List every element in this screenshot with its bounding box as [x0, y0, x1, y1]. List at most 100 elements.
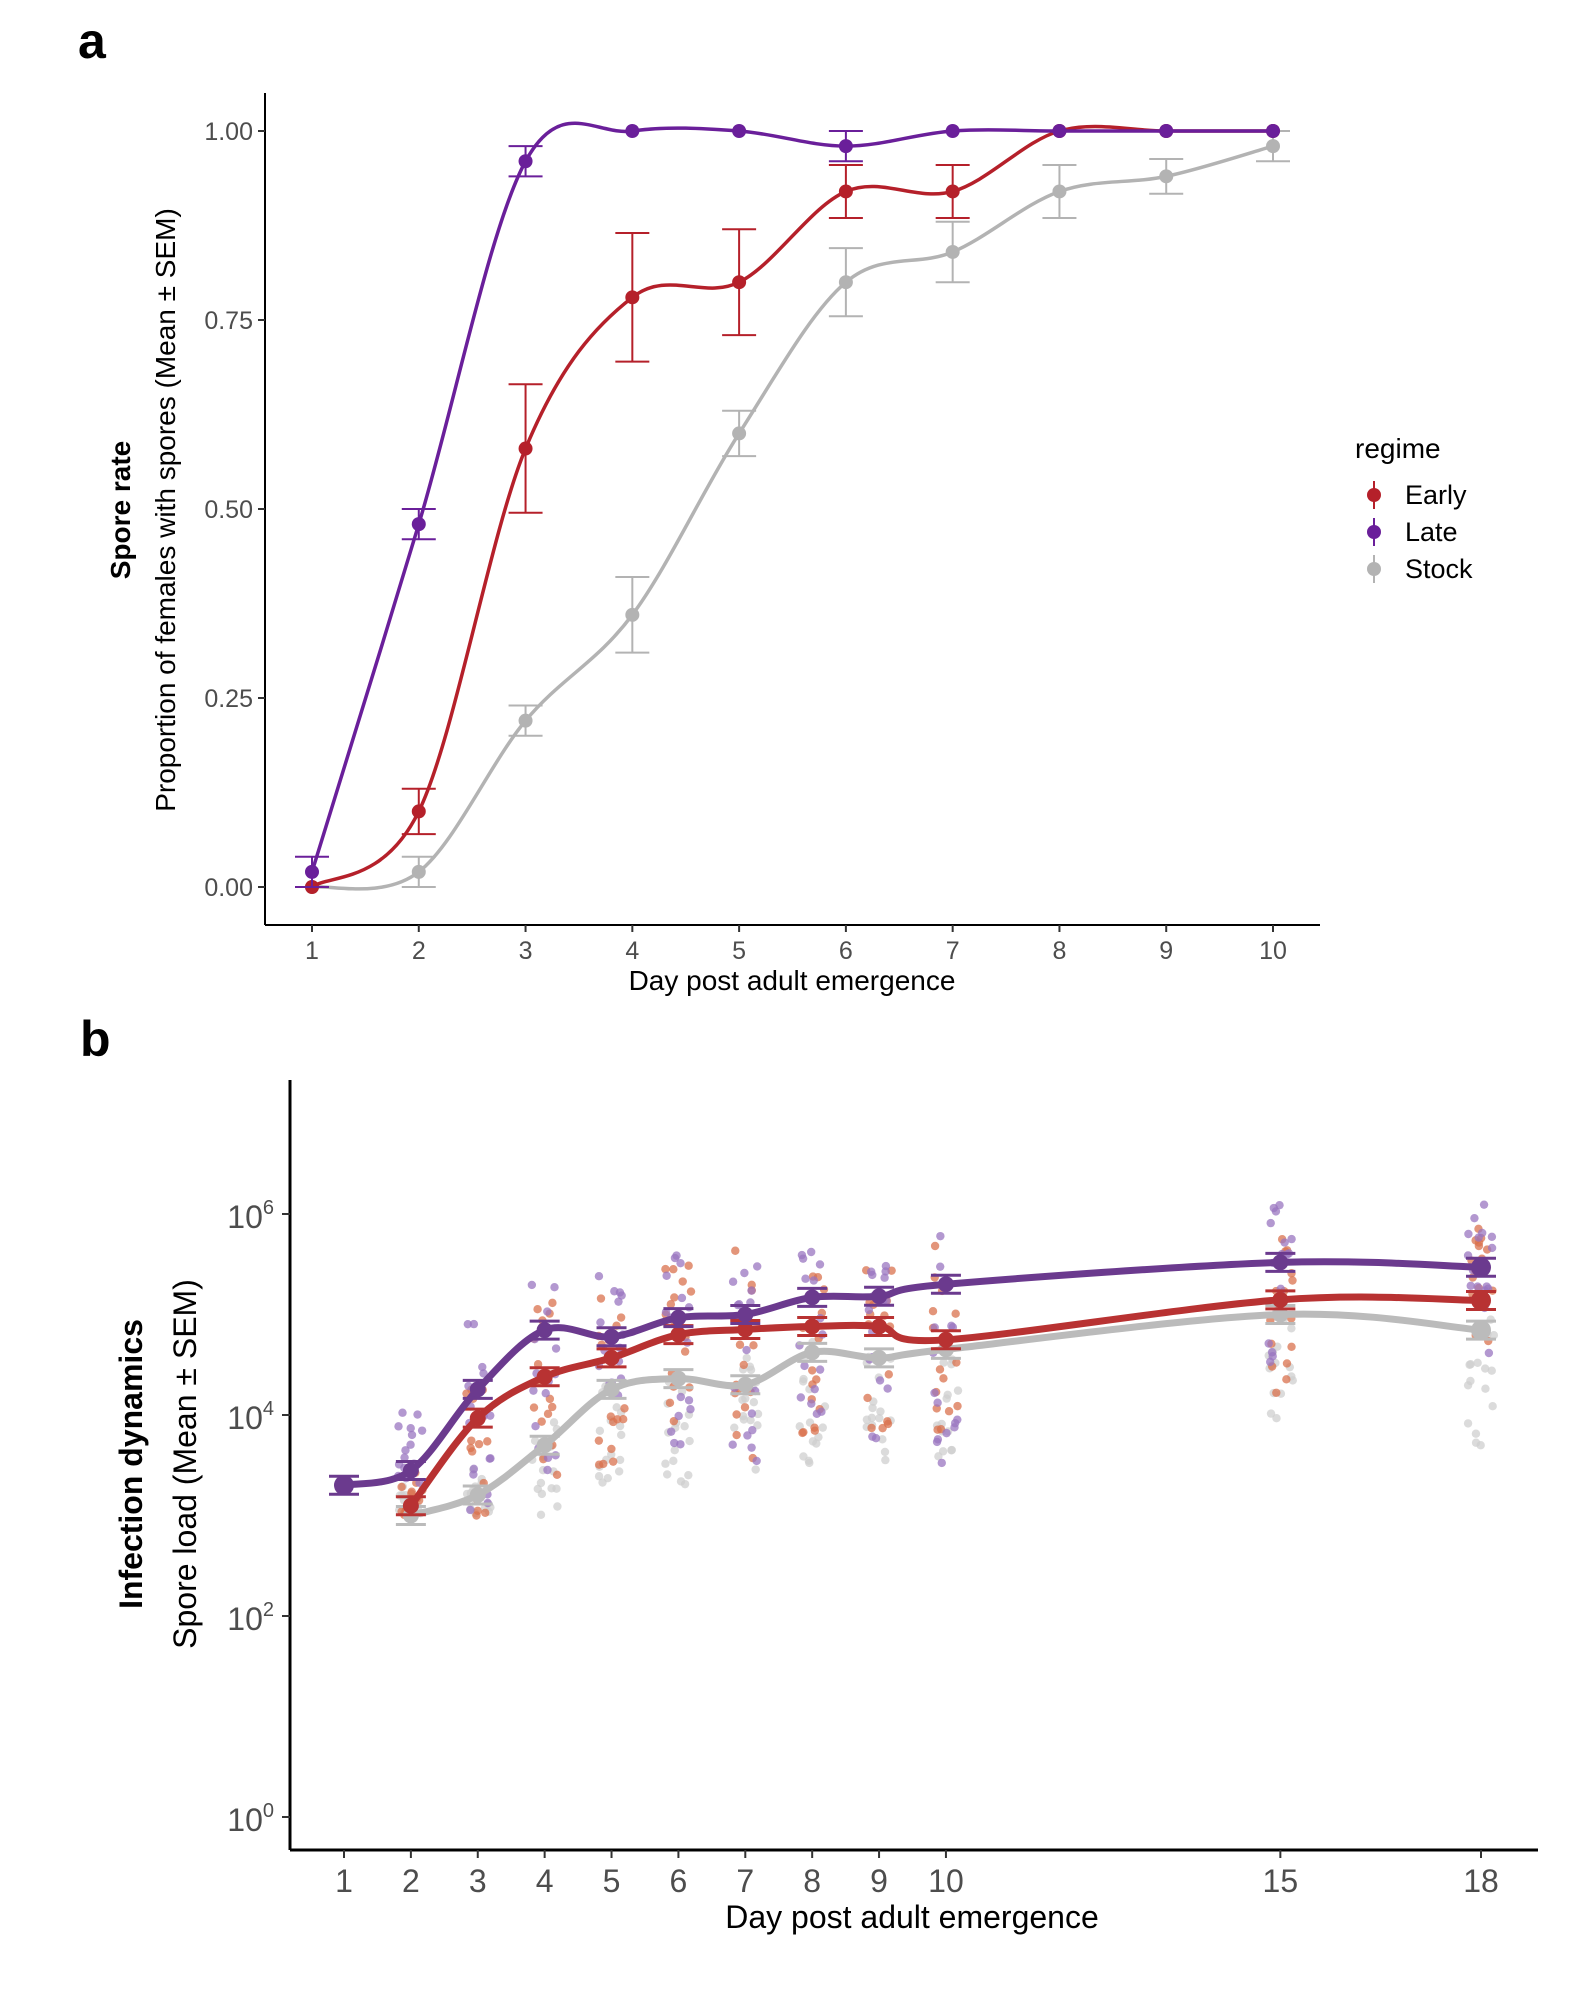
raw-point-stock	[615, 1455, 625, 1465]
mean-point	[603, 1349, 620, 1366]
raw-point-late	[400, 1453, 409, 1462]
raw-point-late	[666, 1427, 676, 1436]
raw-point-stock	[1471, 1438, 1481, 1447]
raw-point-late	[1464, 1229, 1473, 1239]
raw-point-stock	[1288, 1376, 1297, 1385]
raw-point-late	[1271, 1207, 1281, 1216]
raw-point-early	[1282, 1359, 1292, 1368]
raw-point-stock	[670, 1446, 679, 1455]
y-tick-label: 106	[227, 1197, 274, 1235]
raw-point-stock	[738, 1395, 747, 1405]
raw-point-early	[1288, 1276, 1297, 1285]
raw-point-late	[809, 1276, 818, 1285]
raw-point-early	[951, 1309, 960, 1318]
raw-point-late	[543, 1307, 552, 1316]
raw-point-stock	[753, 1409, 763, 1419]
panel-b-y-axis-label-bold: Infection dynamics	[113, 1319, 149, 1609]
raw-point-early	[863, 1393, 872, 1403]
raw-point-early	[939, 1374, 948, 1383]
raw-point-stock	[1480, 1364, 1490, 1373]
raw-point-early	[594, 1460, 604, 1469]
data-point	[1266, 124, 1280, 138]
data-point	[625, 607, 640, 622]
mean-point	[737, 1321, 754, 1338]
raw-point-late	[743, 1431, 752, 1440]
raw-point-early	[669, 1265, 678, 1274]
raw-point-early	[596, 1294, 606, 1303]
raw-point-early	[953, 1401, 962, 1411]
x-tick-label: 1	[305, 937, 319, 965]
raw-point-late	[1479, 1200, 1489, 1209]
mean-point	[536, 1322, 553, 1339]
raw-point-early	[618, 1415, 628, 1424]
panel-a-y-axis-label: Proportion of females with spores (Mean …	[150, 208, 181, 812]
x-tick-label: 9	[870, 1863, 888, 1899]
legend-key-stock	[1367, 562, 1381, 576]
x-tick-label: 18	[1463, 1863, 1499, 1899]
raw-point-stock	[746, 1415, 755, 1425]
raw-point-late	[801, 1274, 810, 1283]
raw-point-stock	[594, 1472, 604, 1481]
raw-point-late	[1484, 1348, 1494, 1358]
mean-point	[1471, 1257, 1491, 1278]
raw-point-late	[479, 1369, 488, 1378]
raw-point-early	[686, 1287, 696, 1296]
raw-point-stock	[617, 1430, 626, 1440]
data-point	[1052, 124, 1067, 138]
x-tick-label: 7	[736, 1863, 754, 1899]
raw-point-late	[747, 1443, 756, 1452]
raw-point-early	[543, 1409, 553, 1419]
x-tick-label: 2	[402, 1863, 420, 1899]
raw-point-stock	[881, 1455, 890, 1465]
raw-point-late	[1473, 1282, 1482, 1291]
x-tick-label: 3	[519, 937, 533, 965]
data-point	[945, 184, 960, 199]
raw-point-late	[864, 1305, 874, 1315]
x-tick-label: 10	[1259, 937, 1287, 965]
data-point	[1052, 184, 1067, 199]
raw-point-late	[728, 1277, 738, 1286]
series-early	[305, 124, 1280, 894]
raw-point-stock	[1287, 1324, 1296, 1333]
mean-point	[402, 1462, 419, 1479]
raw-point-late	[752, 1456, 761, 1466]
raw-point-early	[810, 1426, 820, 1435]
raw-point-early	[473, 1506, 482, 1516]
panel-a-spore-rate-chart: 0.00 0.25 0.50 0.75 1.00 1 2 3 4 5 6 7 8 9 10	[204, 93, 1320, 965]
raw-point-late	[1280, 1238, 1289, 1247]
raw-point-late	[406, 1423, 415, 1433]
data-point	[1266, 139, 1280, 154]
x-tick-label: 9	[1159, 937, 1173, 965]
x-tick-label: 1	[335, 1863, 353, 1899]
raw-point-late	[1487, 1232, 1497, 1241]
raw-point-late	[672, 1251, 681, 1260]
legend: regime Early Late Stock	[1355, 433, 1473, 584]
x-tick-label: 6	[670, 1863, 688, 1899]
raw-point-late	[875, 1376, 885, 1385]
data-point	[945, 124, 960, 138]
legend-label-early: Early	[1405, 480, 1467, 510]
raw-point-stock	[818, 1423, 827, 1432]
raw-point-early	[665, 1398, 675, 1407]
raw-point-late	[486, 1411, 495, 1420]
raw-point-stock	[878, 1435, 887, 1444]
data-point	[838, 184, 853, 199]
raw-point-stock	[730, 1423, 739, 1432]
raw-point-early	[952, 1358, 961, 1367]
raw-point-stock	[939, 1358, 948, 1367]
raw-point-stock	[814, 1432, 823, 1442]
raw-point-early	[537, 1417, 546, 1426]
raw-point-early	[606, 1412, 616, 1421]
raw-point-stock	[536, 1478, 546, 1488]
x-tick-label: 4	[625, 937, 639, 965]
x-tick-label: 15	[1263, 1863, 1299, 1899]
x-tick-label: 2	[412, 937, 426, 965]
data-point	[518, 713, 533, 728]
raw-point-late	[728, 1440, 737, 1449]
data-point	[411, 804, 426, 819]
raw-point-late	[933, 1398, 942, 1407]
mean-point	[1272, 1254, 1289, 1271]
x-tick-label: 10	[928, 1863, 964, 1899]
raw-point-stock	[1463, 1381, 1473, 1390]
